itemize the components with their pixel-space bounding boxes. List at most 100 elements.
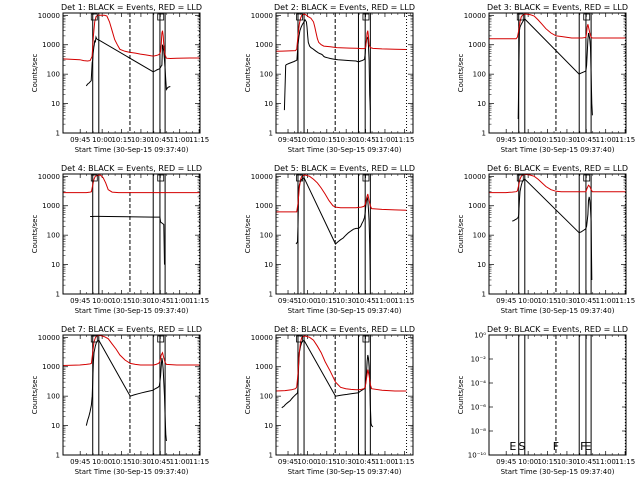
event-marker-letter: E <box>584 440 591 453</box>
events-series-line <box>295 176 371 281</box>
y-tick-label: 1000 <box>468 202 486 210</box>
panel-det-9: Det 9: BLACK = Events, RED = LLD Counts/s… <box>457 325 635 476</box>
lld-series-line <box>63 174 200 194</box>
panel-title: Det 5: BLACK = Events, RED = LLD <box>274 164 415 173</box>
axes-frame <box>275 173 414 295</box>
lld-series-line <box>62 335 200 366</box>
y-tick-label: 10 <box>51 100 60 108</box>
x-tick-label: 10:15 <box>317 297 337 305</box>
axes-frame <box>488 173 627 295</box>
x-tick-label: 09:45 <box>70 297 90 305</box>
marker-square <box>157 13 165 21</box>
y-tick-label: 100 <box>260 232 273 240</box>
y-tick-label: 1 <box>482 130 486 138</box>
x-tick-label: 10:00 <box>297 458 317 466</box>
event-marker-letter: E <box>509 440 516 453</box>
y-tick-label: 10 <box>264 261 273 269</box>
panel-title: Det 4: BLACK = Events, RED = LLD <box>61 164 202 173</box>
y-axis-label: Counts/sec <box>457 215 465 254</box>
panel-title: Det 2: BLACK = Events, RED = LLD <box>274 3 415 12</box>
x-tick-label: 10:15 <box>317 458 337 466</box>
x-tick-label: 09:45 <box>496 136 516 144</box>
y-tick-label: 10 <box>51 261 60 269</box>
lld-series-line <box>275 335 407 392</box>
lld-series-line <box>489 13 626 40</box>
x-tick-label: 10:00 <box>297 136 317 144</box>
y-tick-label: 10000 <box>38 334 60 342</box>
events-series-line <box>281 339 374 428</box>
axes-frame <box>275 334 414 456</box>
panel-title: Det 9: BLACK = Events, RED = LLD <box>487 325 628 334</box>
y-tick-label: 10⁻¹⁰ <box>468 452 486 460</box>
x-axis-label: Start Time (30-Sep-15 09:37:40) <box>75 146 189 154</box>
marker-square <box>362 13 370 21</box>
marker-square <box>296 335 303 343</box>
x-tick-label: 09:45 <box>496 297 516 305</box>
x-tick-label: 10:45 <box>355 297 375 305</box>
y-axis-label: Counts/sec <box>244 376 252 415</box>
x-axis-label: Start Time (30-Sep-15 09:37:40) <box>288 146 402 154</box>
panel-title: Det 6: BLACK = Events, RED = LLD <box>487 164 628 173</box>
y-axis-label: Counts/sec <box>31 54 39 93</box>
y-tick-label: 1000 <box>468 41 486 49</box>
y-axis-label: Counts/sec <box>244 215 252 254</box>
y-tick-label: 100 <box>47 71 60 79</box>
x-tick-label: 10:45 <box>355 458 375 466</box>
y-axis-label: Counts/sec <box>31 376 39 415</box>
x-tick-label: 11:00 <box>170 297 190 305</box>
x-axis-label: Start Time (30-Sep-15 09:37:40) <box>75 468 189 476</box>
y-tick-label: 10000 <box>464 12 486 20</box>
y-tick-label: 1 <box>269 130 273 138</box>
x-tick-label: 10:30 <box>336 297 356 305</box>
x-axis-label: Start Time (30-Sep-15 09:37:40) <box>501 468 615 476</box>
marker-square <box>296 13 303 21</box>
y-tick-label: 100 <box>47 232 60 240</box>
x-tick-label: 11:00 <box>596 136 616 144</box>
x-tick-label: 10:30 <box>336 136 356 144</box>
x-tick-label: 10:00 <box>92 297 112 305</box>
marker-square <box>362 335 370 343</box>
x-tick-label: 11:15 <box>189 297 209 305</box>
y-tick-label: 1000 <box>42 41 60 49</box>
y-tick-label: 10⁻⁶ <box>471 404 487 412</box>
x-tick-label: 10:45 <box>150 458 170 466</box>
x-tick-label: 10:15 <box>537 297 557 305</box>
y-tick-label: 10 <box>264 100 273 108</box>
events-series-line <box>90 215 165 265</box>
panel-det-6: Det 6: BLACK = Events, RED = LLD Counts/s… <box>457 164 635 315</box>
y-tick-label: 100 <box>473 232 486 240</box>
x-tick-label: 11:15 <box>615 458 635 466</box>
y-tick-label: 10000 <box>464 173 486 181</box>
events-series-line <box>283 18 371 111</box>
panel-det-8: Det 8: BLACK = Events, RED = LLD Counts/s… <box>244 325 415 476</box>
y-tick-label: 10⁰ <box>474 332 486 340</box>
x-tick-label: 09:45 <box>278 297 298 305</box>
axes-frame <box>488 334 627 456</box>
y-tick-label: 1000 <box>42 202 60 210</box>
y-tick-label: 1 <box>482 291 486 299</box>
axes-frame <box>62 173 201 295</box>
y-tick-label: 10000 <box>38 173 60 181</box>
axes-frame <box>62 12 201 134</box>
marker-square <box>90 335 98 343</box>
y-tick-label: 1 <box>269 291 273 299</box>
x-tick-label: 09:45 <box>278 136 298 144</box>
x-tick-label: 10:30 <box>131 136 151 144</box>
y-tick-label: 10 <box>477 100 486 108</box>
x-tick-label: 10:00 <box>518 297 538 305</box>
y-tick-label: 10 <box>264 422 273 430</box>
marker-square <box>157 174 165 182</box>
marker-square <box>362 174 370 182</box>
axes-frame <box>488 12 627 134</box>
x-tick-label: 10:15 <box>537 458 557 466</box>
x-tick-label: 10:30 <box>557 297 577 305</box>
x-tick-label: 11:15 <box>394 458 414 466</box>
panel-title: Det 8: BLACK = Events, RED = LLD <box>274 325 415 334</box>
x-tick-label: 10:45 <box>150 136 170 144</box>
x-tick-label: 11:15 <box>394 136 414 144</box>
y-tick-label: 100 <box>260 71 273 79</box>
x-tick-label: 10:30 <box>557 136 577 144</box>
lld-series-line <box>62 14 200 62</box>
y-axis-label: Counts/sec <box>31 215 39 254</box>
x-tick-label: 09:45 <box>496 458 516 466</box>
